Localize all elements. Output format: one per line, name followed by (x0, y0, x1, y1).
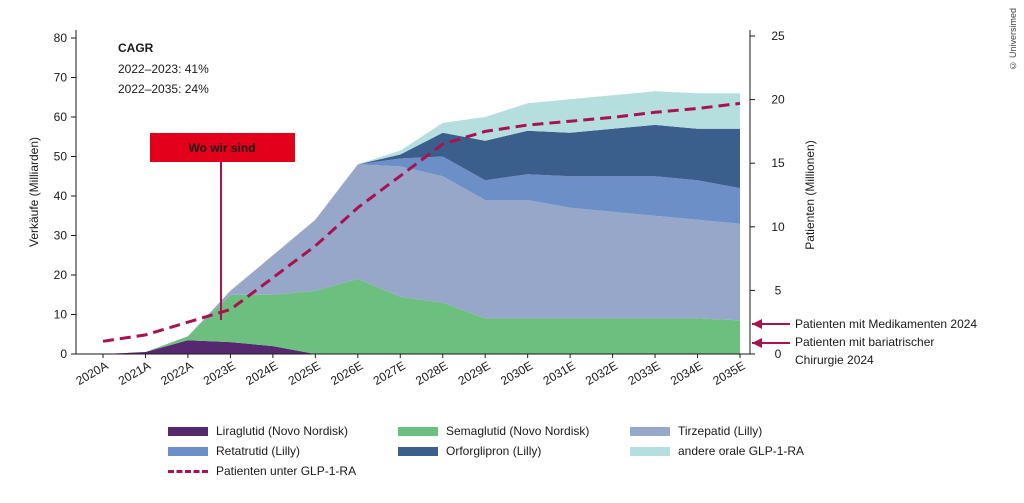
x-tick-label: 2021A (116, 358, 153, 387)
legend-item-orale-glp1: andere orale GLP-1-RA (630, 444, 804, 458)
legend-swatch (630, 446, 670, 456)
legend-item-tirzepatid: Tirzepatid (Lilly) (630, 424, 762, 438)
left-tick-label: 50 (54, 150, 68, 164)
x-tick-label: 2035E (710, 358, 747, 387)
left-tick-label: 20 (54, 268, 68, 282)
legend-swatch (168, 426, 208, 436)
copyright-note: © Universimed (1008, 8, 1018, 71)
left-tick-label: 60 (54, 110, 68, 124)
right-tick-label: 5 (775, 283, 782, 297)
x-tick-label: 2025E (286, 358, 323, 387)
left-tick-label: 70 (54, 71, 68, 85)
arrow-patients-head (752, 319, 762, 329)
right-tick-label: 15 (771, 156, 785, 170)
legend-swatch (630, 426, 670, 436)
area-6 (103, 91, 740, 355)
legend-item-semaglutid: Semaglutid (Novo Nordisk) (398, 424, 589, 438)
legend-swatch (398, 446, 438, 456)
legend-item-liraglutid: Liraglutid (Novo Nordisk) (168, 424, 348, 438)
x-tick-label: 2030E (498, 358, 535, 387)
cagr-title: CAGR (118, 41, 154, 55)
area-1 (103, 340, 740, 354)
x-tick-label: 2032E (583, 358, 620, 387)
patients-2024-label: Patienten mit Medikamenten 2024 (795, 317, 977, 331)
legend-label: Tirzepatid (Lilly) (678, 424, 763, 438)
cagr-line-2: 2022–2035: 24% (118, 82, 209, 96)
x-tick-label: 2024E (243, 358, 280, 387)
x-tick-label: 2033E (626, 358, 663, 387)
legend-item-patients: Patienten unter GLP-1-RA (168, 464, 356, 478)
marker-label: Wo wir sind (188, 141, 255, 155)
x-tick-label: 2028E (413, 358, 450, 387)
area-3 (103, 164, 740, 354)
right-tick-label: 10 (771, 220, 785, 234)
legend-dash-swatch (168, 469, 208, 473)
legend-item-retatrutid: Retatrutid (Lilly) (168, 444, 300, 458)
right-tick-label: 0 (775, 347, 782, 361)
x-tick-label: 2029E (456, 358, 493, 387)
x-tick-label: 2023E (201, 358, 238, 387)
left-tick-label: 30 (54, 229, 68, 243)
legend-swatch (168, 446, 208, 456)
legend-label: Orforglipron (Lilly) (446, 444, 542, 458)
legend-swatch (398, 426, 438, 436)
right-axis-title: Patienten (Millionen) (803, 140, 817, 249)
x-tick-label: 2026E (328, 358, 365, 387)
left-tick-label: 80 (54, 31, 68, 45)
x-tick-label: 2027E (371, 358, 408, 387)
legend-label: Patienten unter GLP-1-RA (216, 464, 357, 478)
area-2 (103, 278, 740, 354)
arrow-bariatric-head (752, 338, 762, 348)
legend-label: andere orale GLP-1-RA (678, 444, 805, 458)
right-tick-label: 20 (771, 93, 785, 107)
cagr-line-1: 2022–2023: 41% (118, 62, 209, 76)
left-tick-label: 10 (54, 308, 68, 322)
legend-label: Retatrutid (Lilly) (216, 444, 301, 458)
left-axis-title: Verkäufe (Milliarden) (27, 137, 41, 247)
left-tick-label: 40 (54, 189, 68, 203)
bariatric-label-2: Chirurgie 2024 (795, 353, 874, 367)
right-tick-label: 25 (771, 29, 785, 43)
area-5 (103, 124, 740, 355)
x-tick-label: 2022A (158, 358, 195, 387)
left-tick-label: 0 (60, 347, 67, 361)
x-tick-label: 2031E (541, 358, 578, 387)
x-tick-label: 2020A (73, 358, 110, 387)
legend-label: Semaglutid (Novo Nordisk) (446, 424, 590, 438)
x-tick-label: 2034E (668, 358, 705, 387)
legend-label: Liraglutid (Novo Nordisk) (216, 424, 349, 438)
marker-box (150, 133, 295, 162)
patients-line (102, 101, 741, 343)
legend-item-orforglipron: Orforglipron (Lilly) (398, 444, 541, 458)
bariatric-label-1: Patienten mit bariatrischer (795, 335, 934, 349)
area-4 (103, 156, 740, 354)
